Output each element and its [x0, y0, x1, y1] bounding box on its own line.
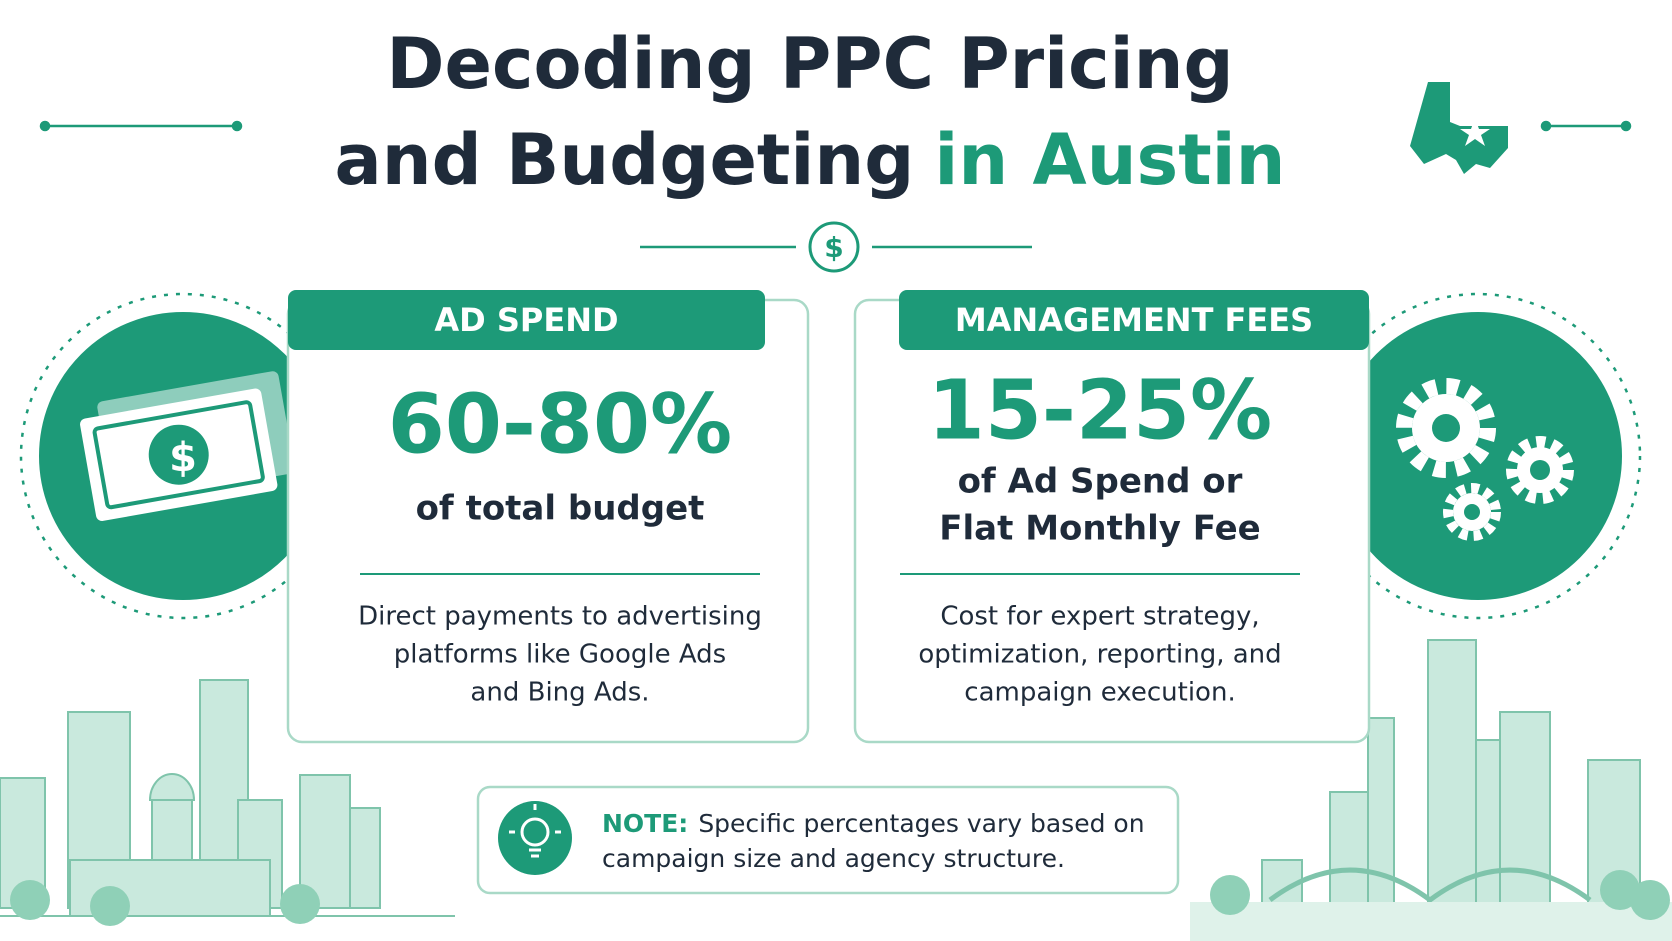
note-coin — [148, 424, 209, 485]
note-dollar: $ — [169, 435, 197, 481]
card-header — [899, 290, 1369, 350]
card-description: Direct payments to advertising — [358, 602, 762, 632]
building — [1427, 639, 1477, 909]
card-figure: 60-80% — [388, 377, 732, 472]
card-description: campaign execution. — [964, 678, 1235, 708]
dot — [39, 120, 51, 132]
gear-hole — [1432, 414, 1460, 442]
header-decor — [39, 82, 1632, 273]
bridge — [1268, 867, 1592, 904]
building — [349, 807, 381, 909]
gear — [1396, 378, 1496, 478]
card-header — [288, 290, 765, 350]
title-main: and Budgeting — [335, 119, 915, 201]
title-highlight: in Austin — [934, 119, 1285, 201]
tree — [10, 880, 50, 920]
river — [1190, 902, 1672, 941]
note-label: NOTE: — [602, 809, 688, 838]
title-line2: and Budgeting in Austin — [335, 119, 1286, 201]
card-subtitle: of total budget — [416, 489, 705, 529]
card-description: optimization, reporting, and — [918, 640, 1281, 670]
star — [1460, 118, 1490, 146]
dollar-badge — [808, 221, 860, 273]
card-heading: AD SPEND — [434, 301, 618, 339]
card-description: and Bing Ads. — [470, 678, 649, 708]
gear — [1443, 483, 1501, 541]
bulb-icon — [509, 804, 561, 858]
cards: AD SPEND 60-80% of total budget Direct paym… — [286, 290, 1371, 744]
texas-icon — [1410, 82, 1508, 174]
note-box — [476, 785, 1180, 895]
title-line1: Decoding PPC Pricing — [386, 23, 1233, 105]
bulb — [520, 817, 550, 847]
note-line: NOTE: Specific percentages vary based on — [602, 809, 1145, 838]
dashed-ring — [1314, 292, 1642, 620]
building — [1499, 711, 1551, 909]
gear — [1506, 436, 1574, 504]
card-description: Cost for expert strategy, — [940, 602, 1259, 632]
dollar-symbol: $ — [824, 231, 843, 264]
tree — [280, 884, 320, 924]
card-subtitle: of Ad Spend or — [958, 462, 1243, 502]
gears — [1396, 378, 1574, 541]
card-subtitle: Flat Monthly Fee — [939, 509, 1260, 549]
card-heading: MANAGEMENT FEES — [955, 301, 1313, 339]
note-border — [92, 400, 265, 510]
gear-hole — [1464, 504, 1480, 520]
tree — [1210, 875, 1250, 915]
dot — [1620, 120, 1632, 132]
note-line: campaign size and agency structure. — [602, 844, 1065, 873]
card-figure: 15-25% — [928, 363, 1272, 458]
note-text: Specific percentages vary based on — [698, 809, 1144, 838]
banknote — [80, 371, 295, 521]
dot — [1540, 120, 1552, 132]
capitol-drum — [151, 799, 193, 861]
dot — [231, 120, 243, 132]
tree — [1630, 880, 1670, 920]
card-description: platforms like Google Ads — [394, 640, 726, 670]
gear-hole — [1530, 460, 1550, 480]
tree — [90, 886, 130, 926]
skyline — [0, 639, 1672, 941]
capitol-dome — [148, 773, 196, 801]
bulb-circle — [498, 801, 572, 875]
